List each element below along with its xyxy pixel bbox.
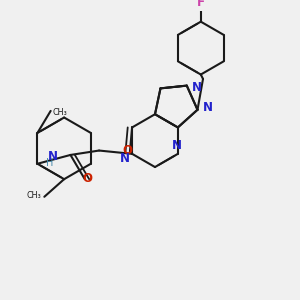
Text: O: O: [82, 172, 92, 185]
Text: CH₃: CH₃: [53, 108, 68, 117]
Text: N: N: [119, 152, 129, 165]
Text: N: N: [202, 101, 212, 114]
Text: F: F: [197, 0, 205, 9]
Text: N: N: [48, 150, 58, 163]
Text: O: O: [123, 144, 133, 157]
Text: N: N: [192, 81, 202, 94]
Text: H: H: [46, 158, 53, 168]
Text: N: N: [172, 139, 182, 152]
Text: CH₃: CH₃: [26, 191, 41, 200]
